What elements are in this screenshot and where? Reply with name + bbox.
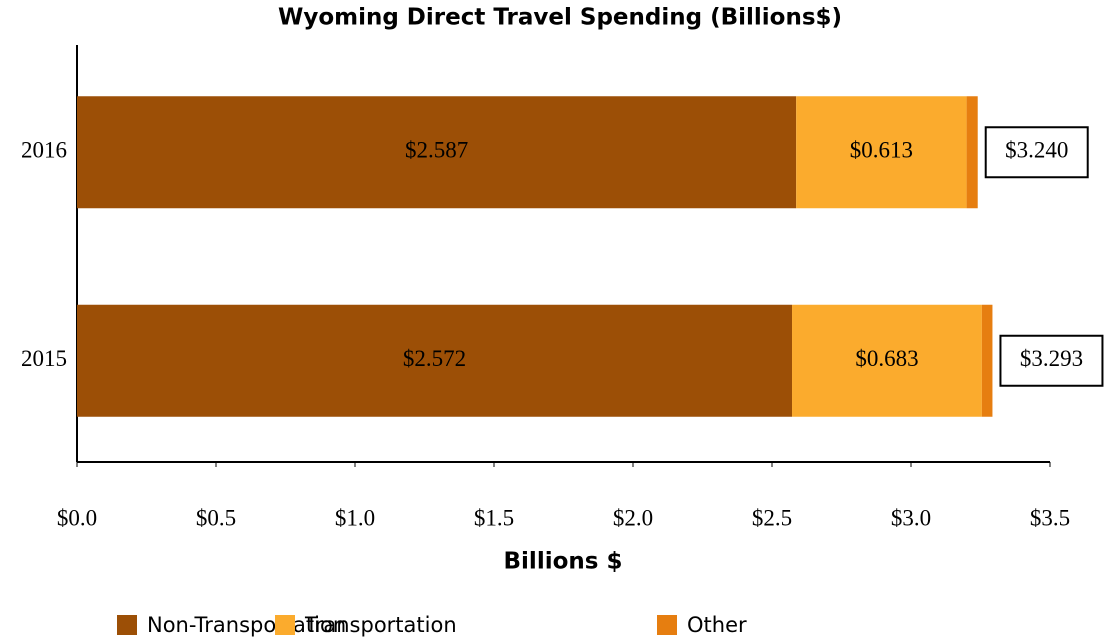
bar-segment [77,96,797,209]
y-tick-label: 2016 [21,138,67,163]
x-tick-label: $0.5 [196,505,236,530]
chart-title: Wyoming Direct Travel Spending (Billions… [278,5,842,31]
total-box [984,126,1089,179]
legend-label: Non-Transportation [147,613,346,637]
legend-swatch [657,615,677,635]
x-tick-label: $2.5 [752,505,792,530]
bar-segment [966,96,978,209]
x-tick-label: $1.0 [335,505,375,530]
legend-label: Other [687,613,747,637]
x-tick-label: $2.0 [613,505,653,530]
total-box [999,334,1104,387]
total-label: $3.240 [1005,138,1068,163]
x-axis-label: Billions $ [504,549,623,575]
y-tick-label: 2015 [21,346,67,371]
x-tick-label: $1.5 [474,505,514,530]
value-label: $0.613 [850,138,913,163]
total-label: $3.293 [1020,346,1083,371]
x-tick-label: $3.5 [1030,505,1070,530]
x-tick-label: $0.0 [57,505,97,530]
value-label: $2.587 [405,138,468,163]
legend-label: Transportation [304,613,457,637]
value-label: $0.683 [855,346,918,371]
bar-segment [981,304,993,417]
bar-segment [77,304,793,417]
legend-swatch [117,615,137,635]
x-tick-label: $3.0 [891,505,931,530]
value-label: $2.572 [403,346,466,371]
bar-segment [792,304,982,417]
bar-segment [796,96,967,209]
legend-swatch [275,615,295,635]
